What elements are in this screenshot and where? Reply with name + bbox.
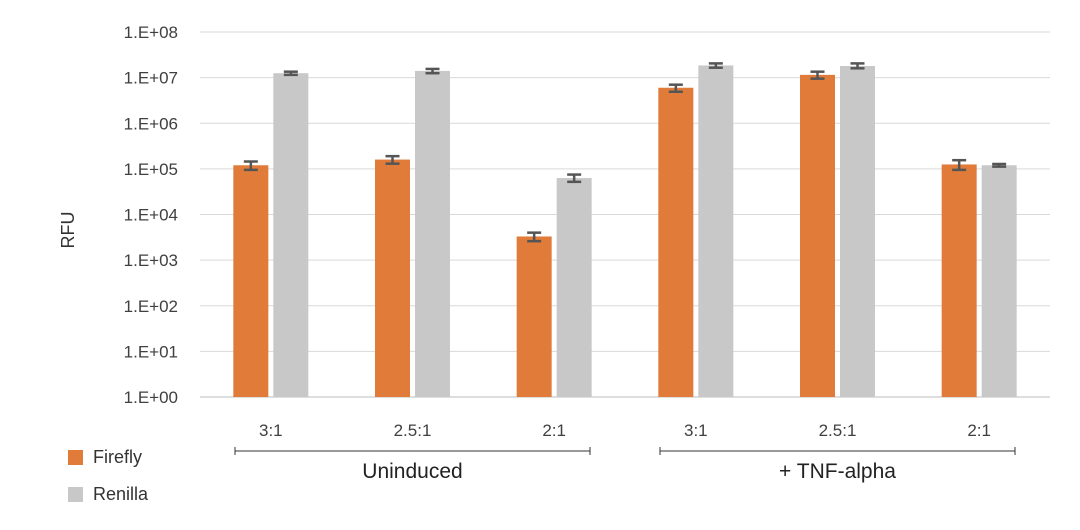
bars — [233, 65, 1017, 398]
y-tick-label: 1.E+02 — [124, 297, 178, 316]
bar-firefly — [516, 236, 552, 397]
bar-firefly — [941, 164, 977, 397]
x-tick-label: 2.5:1 — [394, 421, 432, 440]
x-tick-label: 2:1 — [967, 421, 991, 440]
y-tick-label: 1.E+00 — [124, 388, 178, 407]
group-label: Uninduced — [362, 460, 462, 483]
x-axis-tick-labels: 3:1 2.5:1 2:1 3:1 2.5:1 2:1 — [259, 421, 991, 440]
category-groups: Uninduced + TNF-alpha — [234, 447, 1016, 483]
bar-firefly — [658, 87, 694, 397]
bar-renilla — [698, 65, 734, 397]
y-tick-label: 1.E+04 — [124, 206, 178, 225]
bar-firefly — [800, 74, 835, 398]
x-tick-label: 2.5:1 — [819, 421, 857, 440]
bar-renilla — [840, 65, 875, 397]
x-tick-label: 3:1 — [684, 421, 708, 440]
y-tick-label: 1.E+06 — [124, 114, 178, 133]
y-tick-label: 1.E+07 — [124, 69, 178, 88]
legend: Firefly Renilla — [68, 447, 149, 504]
gridlines — [200, 31, 1050, 398]
bar-renilla — [556, 178, 592, 397]
x-tick-label: 2:1 — [542, 421, 566, 440]
legend-swatch-renilla — [68, 487, 83, 502]
bar-renilla — [415, 70, 450, 397]
bar-firefly — [233, 165, 269, 397]
y-tick-label: 1.E+01 — [124, 342, 178, 361]
legend-label-firefly: Firefly — [93, 447, 142, 467]
y-tick-label: 1.E+05 — [124, 160, 178, 179]
legend-swatch-firefly — [68, 450, 83, 465]
bar-firefly — [375, 159, 410, 397]
y-tick-label: 1.E+08 — [124, 23, 178, 42]
error-bars — [243, 62, 1007, 243]
bar-renilla — [273, 73, 309, 397]
legend-label-renilla: Renilla — [93, 484, 149, 504]
y-axis-label: RFU — [58, 212, 78, 249]
y-tick-label: 1.E+03 — [124, 251, 178, 270]
y-axis-tick-labels: 1.E+00 1.E+01 1.E+02 1.E+03 1.E+04 1.E+05 1.E+… — [124, 23, 178, 407]
bar-renilla — [981, 165, 1017, 397]
group-label: + TNF-alpha — [779, 460, 896, 483]
x-tick-label: 3:1 — [259, 421, 283, 440]
